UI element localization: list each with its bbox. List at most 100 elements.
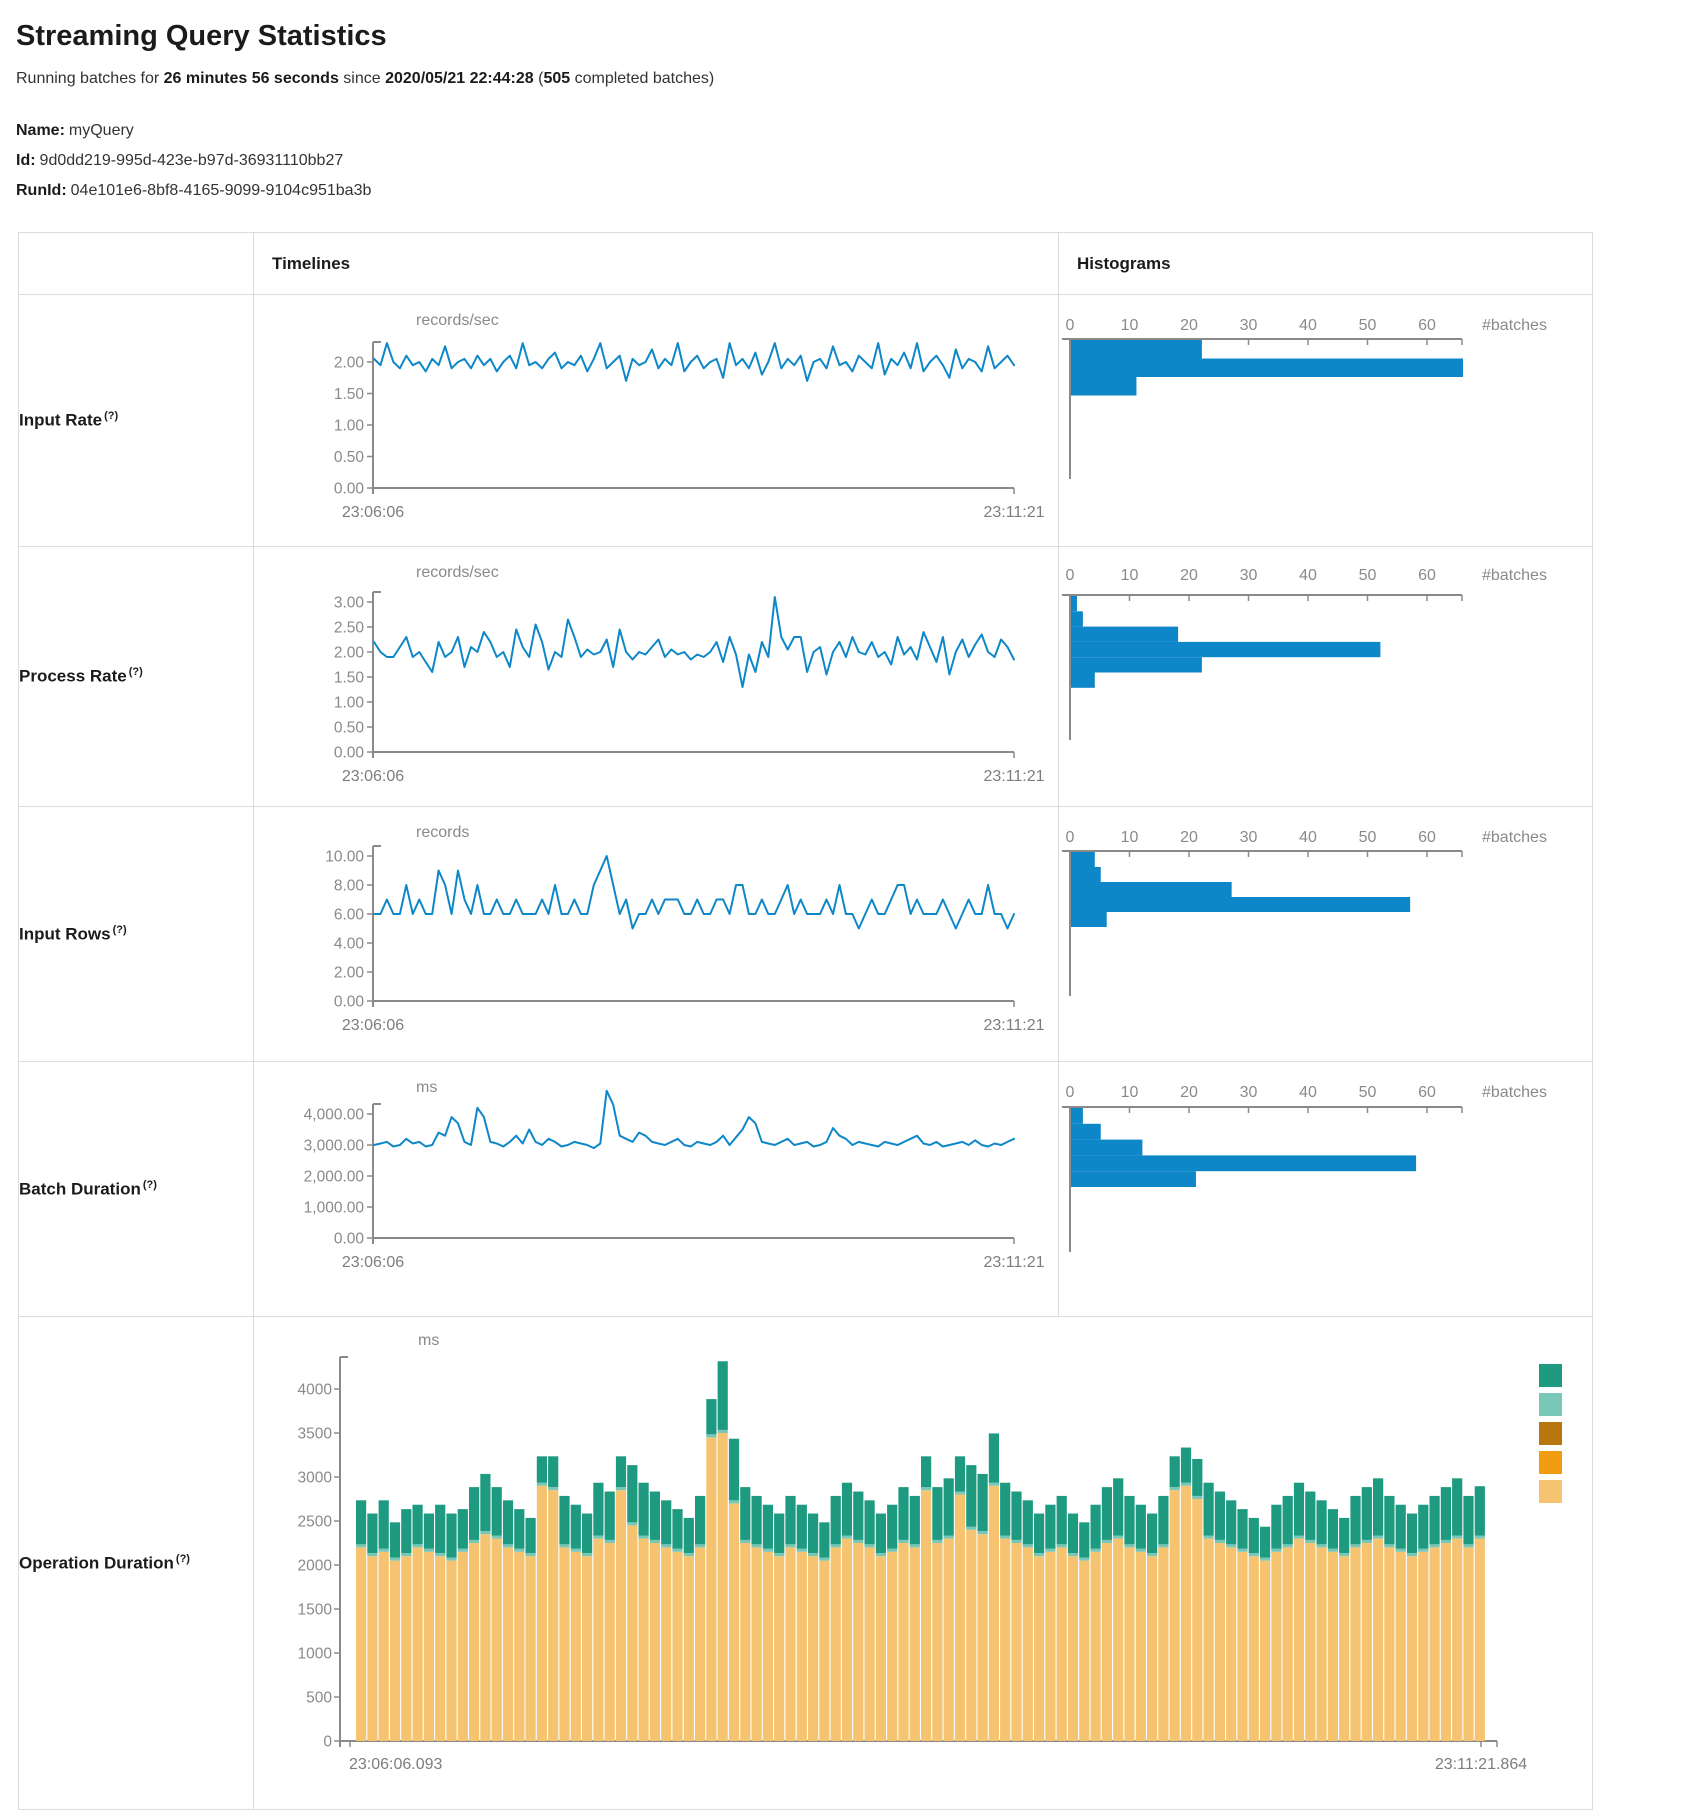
summary-batch-count: 505 [543,70,571,87]
svg-text:#batches: #batches [1482,829,1547,846]
svg-text:0.00: 0.00 [334,481,365,498]
svg-text:1.00: 1.00 [334,418,365,435]
svg-text:2500: 2500 [298,1514,333,1531]
help-icon-input-rate[interactable]: (?) [104,410,119,423]
input-rate-timeline-chart: records/sec 2.00 1.50 1.00 0.50 0.00 23:06:06 2… [255,296,1058,546]
input-rows-timeline-chart: records 10.00 8.00 6.00 4.00 2.00 0.00 23:06:06… [255,808,1058,1061]
legend-swatch-stack_tan [1539,1480,1562,1503]
batch-duration-timeline-chart: ms 4,000.00 3,000.00 2,000.00 1,000.00 0.00 23… [255,1063,1058,1316]
row-label-operation-duration: Operation Duration (?) [18,1316,254,1810]
svg-text:records: records [416,824,469,841]
svg-text:23:11:21: 23:11:21 [983,1017,1044,1034]
help-icon-operation-duration[interactable]: (?) [175,1552,190,1565]
input-rate-timeline-svg: records/sec 2.00 1.50 1.00 0.50 0.00 23:06:06 2… [334,312,1045,521]
svg-text:1.00: 1.00 [334,695,365,712]
svg-text:10: 10 [1121,317,1139,334]
batch-duration-histogram-chart: 0 10 20 30 40 50 60 #batches [1060,1063,1592,1316]
help-icon-batch-duration[interactable]: (?) [142,1178,157,1191]
svg-text:records/sec: records/sec [416,564,499,581]
table-row-operation-duration: Operation Duration (?) ms 4000 3500 3000 2500… [18,1316,1593,1810]
batch-duration-histogram-svg: 0 10 20 30 40 50 60 #batches [1062,1084,1547,1252]
running-batches-summary: Running batches for 26 minutes 56 second… [16,70,1693,88]
svg-text:0: 0 [1066,317,1075,334]
input-rate-histogram-chart: 0 10 20 30 40 50 60 #batches [1060,296,1592,546]
svg-text:8.00: 8.00 [334,878,365,895]
timelines-column-header: Timelines [253,232,1059,295]
summary-suffix: completed batches) [570,70,715,87]
process-rate-histogram-svg: 0 10 20 30 40 50 60 #batches [1062,567,1547,740]
svg-text:23:06:06: 23:06:06 [342,504,404,521]
svg-text:23:06:06: 23:06:06 [342,1254,404,1271]
svg-text:0.00: 0.00 [334,745,365,762]
table-row-input-rate: Input Rate (?) records/sec 2.00 1.50 1.00 0.5… [18,294,1593,547]
svg-text:30: 30 [1240,1084,1258,1101]
svg-text:0.50: 0.50 [334,720,365,737]
svg-text:2.00: 2.00 [334,965,365,982]
statistics-table: Timelines Histograms Input Rate (?) recor… [18,232,1593,1810]
help-icon-input-rows[interactable]: (?) [112,923,127,936]
svg-text:ms: ms [416,1079,437,1096]
svg-text:60: 60 [1418,317,1436,334]
svg-text:6.00: 6.00 [334,907,365,924]
row-label-process-rate: Process Rate (?) [18,546,254,807]
query-meta: Name: myQuery Id: 9d0dd219-995d-423e-b97d-… [16,116,1693,206]
svg-text:10.00: 10.00 [325,849,364,866]
summary-open-paren: ( [533,70,544,87]
svg-text:1,000.00: 1,000.00 [304,1200,365,1217]
row-label-text: Batch Duration [19,1179,141,1199]
svg-text:23:11:21: 23:11:21 [983,768,1044,785]
svg-text:10: 10 [1121,567,1139,584]
svg-text:0: 0 [323,1734,332,1751]
svg-text:60: 60 [1418,829,1436,846]
svg-text:3,000.00: 3,000.00 [304,1138,365,1155]
svg-text:#batches: #batches [1482,1084,1547,1101]
svg-text:20: 20 [1180,829,1198,846]
svg-text:500: 500 [306,1690,332,1707]
process-rate-timeline-chart: records/sec 3.00 2.50 2.00 1.50 1.00 0.50 0.00 2… [255,548,1058,806]
operation-duration-stacked-svg: ms 4000 3500 3000 2500 2000 1500 1000 500 0 23:06:… [298,1332,1562,1773]
summary-start-time: 2020/05/21 22:44:28 [385,70,534,87]
svg-text:40: 40 [1299,567,1317,584]
row-label-batch-duration: Batch Duration (?) [18,1061,254,1317]
input-rows-histogram-svg: 0 10 20 30 40 50 60 #batches [1062,829,1547,996]
svg-text:records/sec: records/sec [416,312,499,329]
svg-text:50: 50 [1359,1084,1377,1101]
page-title: Streaming Query Statistics [16,20,387,52]
svg-text:40: 40 [1299,829,1317,846]
query-runid-label: RunId: [16,182,67,199]
legend-swatch-stack_gold [1539,1422,1562,1445]
table-header-row: Timelines Histograms [18,232,1593,295]
svg-text:0: 0 [1066,1084,1075,1101]
query-id-line: Id: 9d0dd219-995d-423e-b97d-36931110bb27 [16,146,1693,176]
svg-text:30: 30 [1240,567,1258,584]
svg-text:0.00: 0.00 [334,994,365,1011]
svg-text:4.00: 4.00 [334,936,365,953]
svg-text:2.00: 2.00 [334,645,365,662]
query-runid-line: RunId: 04e101e6-8bf8-4165-9099-9104c951ba… [16,176,1693,206]
histograms-column-header: Histograms [1058,232,1593,295]
svg-text:23:06:06: 23:06:06 [342,768,404,785]
svg-text:60: 60 [1418,567,1436,584]
summary-mid: since [338,70,386,87]
process-rate-histogram-chart: 0 10 20 30 40 50 60 #batches [1060,548,1592,806]
svg-text:23:06:06.093: 23:06:06.093 [349,1756,443,1773]
query-name-value: myQuery [68,122,134,139]
query-name-label: Name: [16,122,65,139]
svg-text:3500: 3500 [298,1426,333,1443]
svg-text:1.50: 1.50 [334,386,365,403]
help-icon-process-rate[interactable]: (?) [128,666,143,679]
svg-text:50: 50 [1359,567,1377,584]
table-row-input-rows: Input Rows (?) records 10.00 8.00 6.00 4.00 2.… [18,806,1593,1062]
query-id-label: Id: [16,152,36,169]
svg-text:4,000.00: 4,000.00 [304,1107,365,1124]
svg-text:23:11:21: 23:11:21 [983,1254,1044,1271]
query-runid-value: 04e101e6-8bf8-4165-9099-9104c951ba3b [70,182,372,199]
process-rate-timeline-svg: records/sec 3.00 2.50 2.00 1.50 1.00 0.50 0.00 2… [334,564,1045,785]
svg-text:50: 50 [1359,829,1377,846]
input-rows-timeline-svg: records 10.00 8.00 6.00 4.00 2.00 0.00 23:06:06… [325,824,1044,1034]
svg-text:ms: ms [418,1332,439,1349]
svg-text:23:11:21: 23:11:21 [983,504,1044,521]
row-label-input-rate: Input Rate (?) [18,294,254,547]
svg-text:#batches: #batches [1482,317,1547,334]
row-label-text: Operation Duration [19,1553,174,1573]
